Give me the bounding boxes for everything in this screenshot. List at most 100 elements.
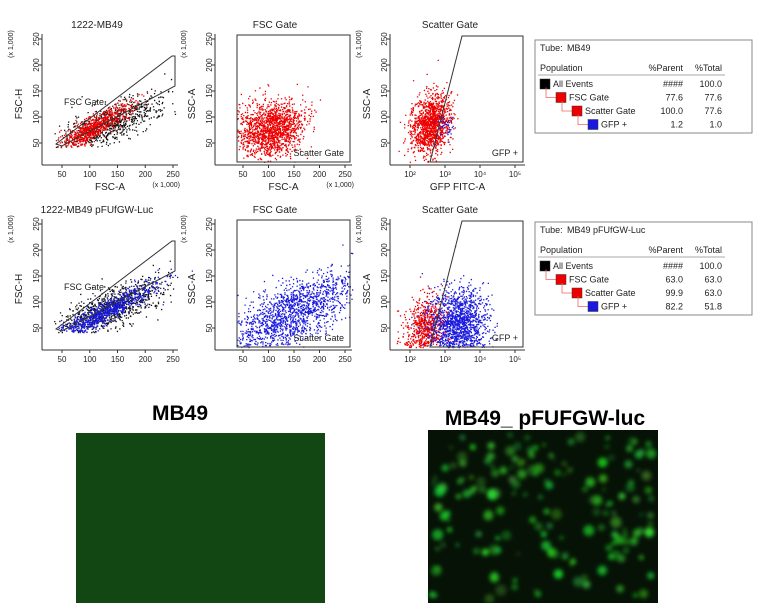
cell <box>644 527 655 538</box>
plot-title: Scatter Gate <box>422 205 479 216</box>
gate-label: FSC Gate <box>64 282 104 292</box>
tree-line <box>577 296 588 307</box>
cell <box>597 457 608 468</box>
table-header: %Parent <box>648 63 683 73</box>
y-unit: (x 1,000) <box>181 30 188 58</box>
cell <box>598 524 605 531</box>
x-tick-label: 200 <box>139 170 153 179</box>
cell <box>457 451 468 462</box>
cell <box>610 516 622 528</box>
x-tick-label: 200 <box>313 355 327 364</box>
cell <box>517 469 527 479</box>
scatter-dots <box>54 260 175 334</box>
plot-title: Scatter Gate <box>422 20 479 31</box>
y-tick-label: 100 <box>380 295 389 309</box>
x-tick-label: 10³ <box>439 170 451 179</box>
population-name: All Events <box>553 261 594 271</box>
y-tick-label: 250 <box>205 32 214 46</box>
gate <box>429 35 524 163</box>
x-axis-label: FSC-A <box>95 182 125 193</box>
y-axis-label: SSC-A <box>362 88 373 119</box>
cell <box>542 443 546 447</box>
tube-label: Tube: <box>540 43 563 53</box>
cell <box>559 535 564 540</box>
cell <box>516 552 520 556</box>
x-tick-label: 250 <box>338 355 352 364</box>
x-tick-label: 10⁵ <box>509 170 521 179</box>
y-tick-label: 50 <box>205 323 214 332</box>
y-tick-label: 250 <box>380 32 389 46</box>
tube-name: MB49 pFUfGW-Luc <box>567 225 646 235</box>
y-tick-label: 200 <box>32 243 41 257</box>
scatter-dots <box>411 245 498 349</box>
population-color <box>539 260 551 272</box>
cell <box>546 522 553 530</box>
gate <box>236 219 351 348</box>
cell <box>632 593 638 598</box>
y-unit: (x 1,000) <box>356 215 363 243</box>
cell <box>632 439 638 444</box>
total-pct: 100.0 <box>699 79 722 89</box>
cell <box>569 562 573 566</box>
cell <box>551 508 562 520</box>
y-axis-label: FSC-H <box>14 89 25 120</box>
cell <box>562 473 567 477</box>
cell <box>434 503 443 512</box>
cell <box>598 474 608 483</box>
cell <box>605 544 613 552</box>
y-tick-label: 200 <box>32 58 41 72</box>
cell <box>481 548 489 556</box>
x-tick-label: 100 <box>83 170 97 179</box>
cell <box>623 528 627 532</box>
total-pct: 77.6 <box>704 93 722 103</box>
x-tick-label: 10⁵ <box>509 355 521 364</box>
y-tick-label: 250 <box>380 217 389 231</box>
parent-pct: 99.9 <box>665 288 683 298</box>
cell <box>551 457 555 461</box>
y-unit: (x 1,000) <box>8 215 15 243</box>
scatter-dots <box>237 244 354 349</box>
cell <box>581 574 588 581</box>
cell <box>567 438 575 446</box>
cell <box>548 453 554 458</box>
scatter-dots <box>237 83 322 163</box>
scatter-dots <box>55 92 149 149</box>
cell <box>538 494 543 500</box>
cell <box>534 588 538 593</box>
cell <box>634 450 644 459</box>
cell <box>478 485 487 494</box>
cell <box>597 565 607 576</box>
cell <box>567 467 573 473</box>
gate <box>236 34 351 163</box>
cell <box>629 537 638 546</box>
x-tick-label: 200 <box>139 355 153 364</box>
x-unit: (x 1,000) <box>152 182 180 189</box>
y-tick-label: 100 <box>32 295 41 309</box>
parent-pct: 77.6 <box>665 93 683 103</box>
cell <box>490 464 495 469</box>
cell <box>491 469 499 478</box>
y-tick-label: 100 <box>380 110 389 124</box>
cell <box>469 444 476 451</box>
total-pct: 1.0 <box>709 120 722 130</box>
table-header: Population <box>540 63 583 73</box>
x-tick-label: 100 <box>262 355 276 364</box>
y-unit: (x 1,000) <box>8 30 15 58</box>
tree-line <box>545 269 556 280</box>
cell <box>459 434 466 441</box>
cell <box>647 572 655 580</box>
population-color <box>539 78 551 90</box>
population-color <box>571 105 583 117</box>
cell <box>608 454 615 462</box>
scatter-dots <box>396 276 457 349</box>
cell <box>509 465 514 470</box>
cell <box>626 445 633 452</box>
cell <box>554 469 561 477</box>
population-color <box>571 287 583 299</box>
cell <box>475 531 482 538</box>
population-color <box>555 274 567 285</box>
cell <box>430 480 438 487</box>
y-axis-label: FSC-H <box>14 274 25 305</box>
cell <box>449 462 457 469</box>
cell <box>459 459 467 467</box>
